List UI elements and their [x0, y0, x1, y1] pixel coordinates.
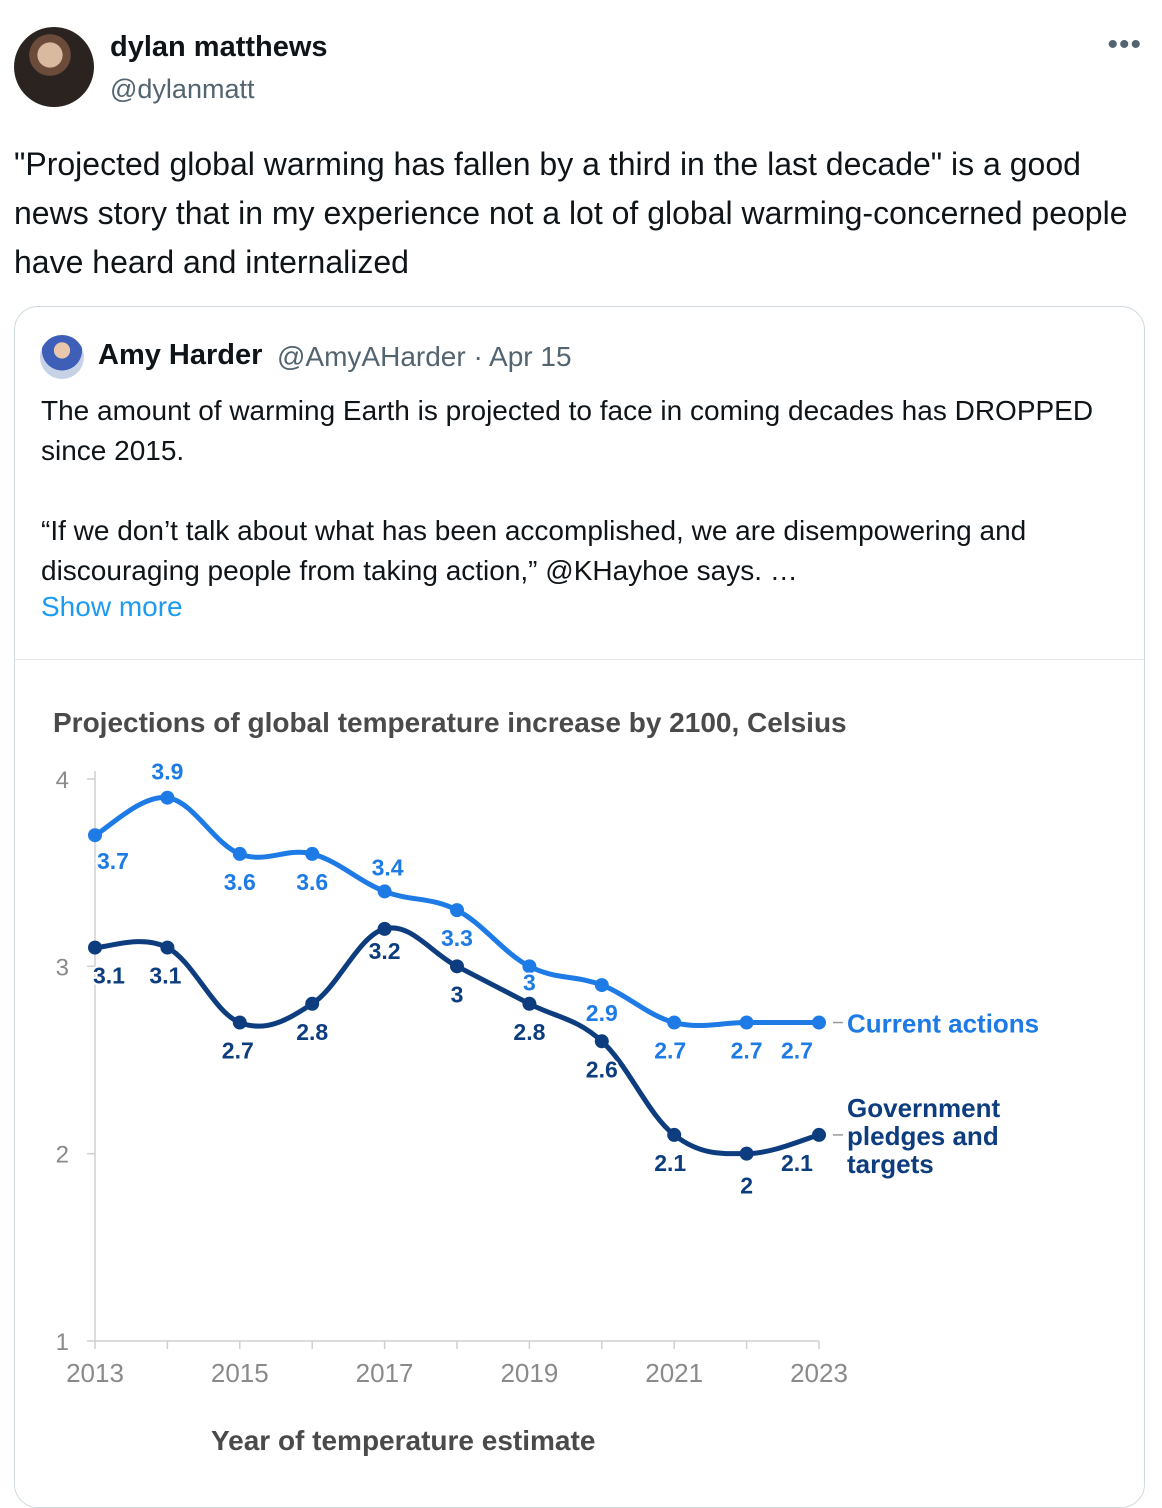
- pledges-point: [305, 996, 320, 1011]
- legend-pledges-line: pledges and: [847, 1121, 999, 1151]
- pledges-point: [88, 940, 102, 955]
- current-actions-data-label: 3.6: [224, 869, 256, 895]
- pledges-data-label: 2: [740, 1173, 753, 1199]
- pledges-data-label: 2.6: [586, 1056, 618, 1082]
- current-actions-point: [450, 903, 464, 918]
- y-tick-label: 3: [56, 954, 69, 981]
- pledges-point: [377, 921, 392, 936]
- x-tick-label: 2013: [66, 1358, 124, 1388]
- current-actions-data-label: 2.9: [586, 1000, 618, 1026]
- pledges-point: [450, 959, 464, 974]
- current-actions-data-label: 2.7: [731, 1038, 763, 1064]
- author-avatar[interactable]: [14, 27, 94, 107]
- quoted-tweet[interactable]: Amy Harder @AmyAHarder · Apr 15 The amou…: [14, 306, 1145, 1508]
- current-actions-data-label: 3: [523, 969, 536, 995]
- x-tick-label: 2021: [645, 1358, 703, 1388]
- legend-current-actions: Current actions: [847, 1009, 1039, 1039]
- current-actions-data-label: 2.7: [654, 1038, 686, 1064]
- current-actions-point: [739, 1015, 754, 1030]
- x-tick-label: 2015: [211, 1358, 269, 1388]
- pledges-point: [812, 1127, 826, 1142]
- chart-svg: Projections of global temperature increa…: [53, 707, 1039, 1456]
- pledges-data-label: 3: [451, 981, 464, 1007]
- current-actions-point: [160, 790, 175, 805]
- x-tick-label: 2017: [356, 1358, 414, 1388]
- current-actions-data-label: 3.3: [441, 925, 473, 951]
- current-actions-data-label: 3.7: [97, 848, 129, 874]
- chart-image[interactable]: Projections of global temperature increa…: [15, 659, 1144, 1507]
- pledges-data-label: 2.8: [513, 1019, 545, 1045]
- quote-meta: @AmyAHarder · Apr 15: [277, 341, 572, 373]
- current-actions-point: [594, 978, 609, 993]
- pledges-data-label: 2.1: [781, 1150, 813, 1176]
- current-actions-point: [377, 884, 392, 899]
- current-actions-point: [305, 846, 320, 861]
- current-actions-point: [232, 846, 247, 861]
- x-axis-label: Year of temperature estimate: [211, 1425, 595, 1456]
- current-actions-data-label: 3.4: [372, 854, 404, 880]
- quote-separator: ·: [473, 341, 483, 372]
- quote-text: The amount of warming Earth is projected…: [41, 395, 1094, 586]
- x-tick-label: 2019: [500, 1358, 558, 1388]
- quote-date[interactable]: Apr 15: [489, 341, 572, 372]
- x-tick-label: 2023: [790, 1358, 848, 1388]
- pledges-data-label: 2.8: [296, 1019, 328, 1045]
- quote-author-handle[interactable]: @AmyAHarder: [277, 341, 466, 372]
- y-tick-label: 2: [56, 1142, 69, 1169]
- pledges-data-label: 3.1: [93, 963, 125, 989]
- pledges-point: [160, 940, 175, 955]
- author-handle[interactable]: @dylanmatt: [110, 74, 255, 104]
- current-actions-data-label: 3.9: [151, 759, 183, 785]
- show-more-link[interactable]: Show more: [41, 591, 183, 622]
- current-actions-point: [88, 828, 102, 843]
- pledges-point: [667, 1127, 682, 1142]
- y-tick-label: 4: [56, 767, 69, 794]
- author-name[interactable]: dylan matthews: [110, 31, 328, 63]
- pledges-point: [522, 996, 537, 1011]
- legend-pledges-line: targets: [847, 1149, 934, 1179]
- more-horizontal-icon[interactable]: •••: [1107, 28, 1142, 61]
- tweet-text: "Projected global warming has fallen by …: [14, 146, 1128, 280]
- pledges-point: [594, 1034, 609, 1049]
- quote-author-name[interactable]: Amy Harder: [98, 339, 263, 371]
- pledges-data-label: 3.2: [369, 938, 401, 964]
- pledges-point: [232, 1015, 247, 1030]
- current-actions-point: [667, 1015, 682, 1030]
- y-tick-label: 1: [56, 1329, 69, 1356]
- current-actions-point: [522, 959, 537, 974]
- current-actions-data-label: 3.6: [296, 869, 328, 895]
- pledges-data-label: 2.1: [654, 1150, 686, 1176]
- pledges-data-label: 3.1: [149, 963, 181, 989]
- current-actions-point: [812, 1015, 826, 1030]
- quote-author-avatar[interactable]: [40, 335, 84, 379]
- legend-pledges-line: Government: [847, 1093, 1000, 1123]
- pledges-point: [739, 1146, 754, 1161]
- chart-title: Projections of global temperature increa…: [53, 707, 847, 738]
- pledges-data-label: 2.7: [222, 1038, 254, 1064]
- current-actions-data-label: 2.7: [781, 1038, 813, 1064]
